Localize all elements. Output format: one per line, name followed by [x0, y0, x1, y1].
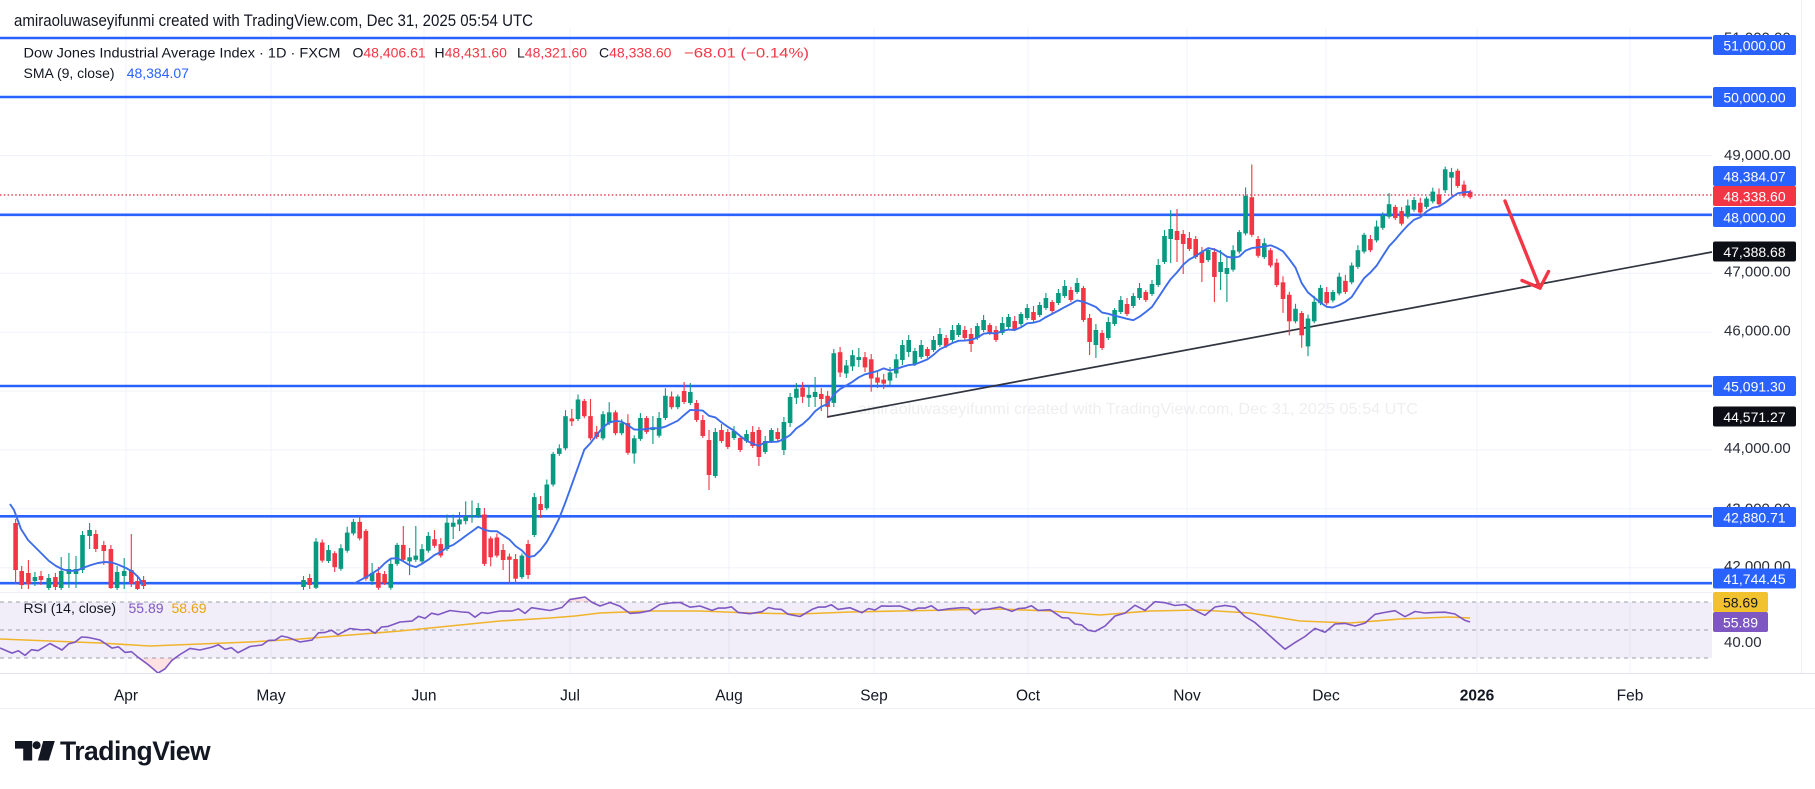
svg-text:Apr: Apr: [114, 688, 138, 705]
svg-text:SMA (9, close): SMA (9, close): [24, 65, 115, 81]
svg-text:amiraoluwaseyifunmi created wi: amiraoluwaseyifunmi created with Trading…: [14, 11, 533, 30]
svg-text:40.00: 40.00: [1724, 634, 1762, 651]
svg-text:Feb: Feb: [1617, 688, 1644, 705]
svg-text:RSI (14, close): RSI (14, close): [24, 600, 117, 616]
svg-text:42,880.71: 42,880.71: [1723, 510, 1785, 526]
svg-text:48,338.60: 48,338.60: [1723, 189, 1785, 205]
svg-text:49,000.00: 49,000.00: [1724, 147, 1791, 164]
svg-text:58.69: 58.69: [1723, 595, 1758, 611]
svg-text:Dec: Dec: [1312, 688, 1340, 705]
svg-text:48,000.00: 48,000.00: [1723, 210, 1785, 226]
svg-text:55.89: 55.89: [129, 600, 164, 616]
svg-text:47,000.00: 47,000.00: [1724, 264, 1791, 281]
svg-text:May: May: [256, 688, 286, 705]
svg-text:47,388.68: 47,388.68: [1723, 244, 1785, 260]
svg-text:amiraoluwaseyifunmi created wi: amiraoluwaseyifunmi created with Trading…: [858, 401, 1418, 418]
svg-text:Jul: Jul: [560, 688, 580, 705]
svg-text:58.69: 58.69: [172, 600, 207, 616]
svg-text:44,571.27: 44,571.27: [1723, 409, 1785, 425]
svg-text:45,091.30: 45,091.30: [1723, 379, 1785, 395]
svg-text:51,000.00: 51,000.00: [1723, 38, 1785, 54]
svg-text:55.89: 55.89: [1723, 615, 1758, 631]
svg-text:Oct: Oct: [1016, 688, 1041, 705]
svg-text:Jun: Jun: [412, 688, 437, 705]
svg-text:Sep: Sep: [860, 688, 888, 705]
svg-text:48,384.07: 48,384.07: [127, 65, 189, 81]
svg-text:41,744.45: 41,744.45: [1723, 571, 1785, 587]
svg-text:50,000.00: 50,000.00: [1723, 90, 1785, 106]
svg-text:Nov: Nov: [1173, 688, 1201, 705]
svg-text:2026: 2026: [1460, 688, 1495, 705]
svg-text:46,000.00: 46,000.00: [1724, 323, 1791, 340]
svg-text:TradingView: TradingView: [60, 736, 211, 766]
svg-text:Aug: Aug: [715, 688, 743, 705]
svg-text:44,000.00: 44,000.00: [1724, 440, 1791, 457]
svg-text:48,384.07: 48,384.07: [1723, 169, 1785, 185]
svg-text:Dow Jones Industrial Average I: Dow Jones Industrial Average Index · 1D …: [24, 45, 341, 61]
